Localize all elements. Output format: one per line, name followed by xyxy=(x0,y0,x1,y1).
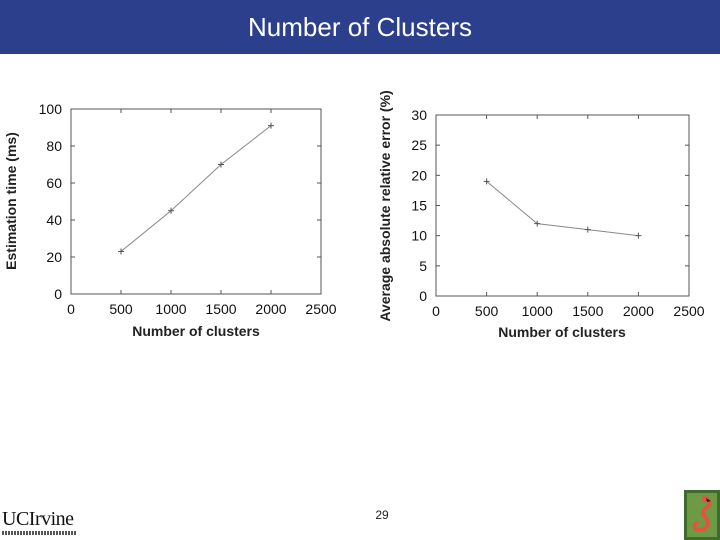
data-point xyxy=(635,232,642,239)
y-tick-label: 10 xyxy=(411,228,427,244)
series-points xyxy=(118,122,274,255)
x-tick-label: 0 xyxy=(67,301,75,317)
x-tick-label: 2500 xyxy=(673,303,704,319)
y-tick-label: 80 xyxy=(46,138,62,154)
x-tick-label: 500 xyxy=(109,301,133,317)
x-tick-label: 1500 xyxy=(205,301,236,317)
x-tick-label: 1000 xyxy=(522,303,553,319)
y-ticks: 0 20 40 60 80 100 xyxy=(39,101,321,302)
x-tick-label: 2500 xyxy=(305,301,336,317)
y-ticks: 0 5 10 15 20 25 30 xyxy=(411,107,689,304)
y-tick-label: 0 xyxy=(419,288,427,304)
x-tick-label: 2000 xyxy=(623,303,654,319)
x-tick-label: 500 xyxy=(475,303,499,319)
data-point xyxy=(483,178,490,185)
logo-wordmark: UCIrvine xyxy=(2,508,74,530)
uci-logo: UCIrvine xyxy=(2,508,82,540)
flamingo-icon xyxy=(684,490,720,540)
x-tick-label: 1500 xyxy=(572,303,603,319)
y-tick-label: 5 xyxy=(419,258,427,274)
y-axis-label: Estimation time (ms) xyxy=(3,132,19,270)
plot-frame xyxy=(435,114,690,297)
logo-tagline-graphic xyxy=(2,531,76,535)
x-axis-label: Number of clusters xyxy=(498,324,626,340)
x-tick-label: 1000 xyxy=(155,301,186,317)
y-tick-label: 100 xyxy=(39,101,63,117)
plot-frame xyxy=(70,108,322,295)
x-tick-label: 0 xyxy=(432,303,440,319)
data-point xyxy=(168,207,174,214)
series-line xyxy=(486,180,639,237)
y-tick-label: 20 xyxy=(411,167,427,183)
y-tick-label: 30 xyxy=(411,107,427,123)
series-points xyxy=(483,178,642,239)
slide-title: Number of Clusters xyxy=(248,11,472,42)
x-ticks: 0 500 1000 1500 2000 2500 xyxy=(432,115,705,319)
data-point xyxy=(218,161,224,168)
y-tick-label: 60 xyxy=(46,175,62,191)
y-tick-label: 25 xyxy=(411,137,427,153)
x-tick-label: 2000 xyxy=(255,301,286,317)
y-tick-label: 20 xyxy=(46,249,62,265)
chart-estimation-time: 0 20 40 60 80 100 0 500 1000 1500 2000 2500 Number… xyxy=(3,101,337,339)
x-ticks: 0 500 1000 1500 2000 2500 xyxy=(67,109,337,317)
y-tick-label: 0 xyxy=(54,286,62,302)
page-number: 29 xyxy=(375,508,389,522)
y-axis-label: Average absolute relative error (%) xyxy=(377,90,393,321)
series-line xyxy=(120,125,272,252)
data-point xyxy=(118,248,124,255)
slide-title-bar: Number of Clusters xyxy=(0,0,720,54)
data-point xyxy=(268,122,274,129)
chart-relative-error: 0 5 10 15 20 25 30 0 500 1000 1500 2000 2500 Number… xyxy=(377,90,705,340)
data-point xyxy=(584,226,591,233)
data-point xyxy=(534,220,541,227)
x-axis-label: Number of clusters xyxy=(132,323,260,339)
y-tick-label: 15 xyxy=(411,198,427,214)
y-tick-label: 40 xyxy=(46,212,62,228)
